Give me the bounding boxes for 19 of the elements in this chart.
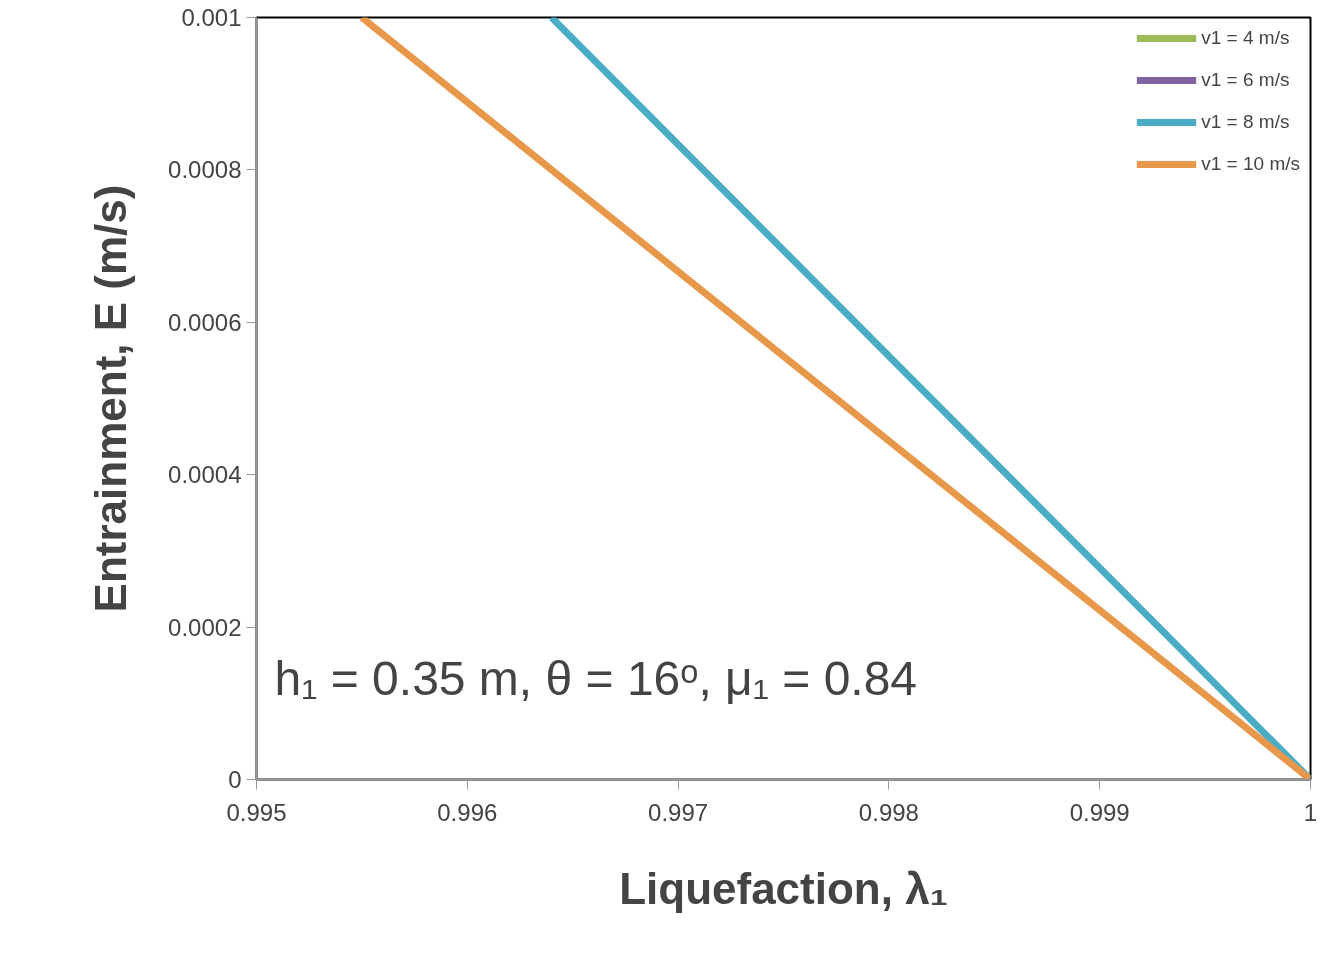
x-axis-title: Liquefaction, λ₁ [619, 863, 948, 913]
y-tick-label: 0.0002 [168, 613, 242, 641]
y-tick-label: 0.001 [181, 4, 242, 31]
legend-label: v1 = 6 m/s [1201, 69, 1290, 91]
y-tick-label: 0.0008 [168, 156, 242, 184]
legend-label: v1 = 4 m/s [1201, 27, 1290, 49]
x-tick-label: 0.999 [1069, 798, 1130, 826]
x-tick-label: 0.995 [226, 798, 287, 826]
legend-label: v1 = 10 m/s [1201, 153, 1300, 175]
y-axis-title: Entrainment, E (m/s) [86, 184, 136, 613]
x-tick-label: 1 [1303, 798, 1318, 826]
x-tick-label: 0.998 [858, 798, 919, 826]
y-tick-label: 0.0006 [168, 308, 242, 336]
x-tick-label: 0.997 [648, 798, 709, 826]
annotation: h₁ = 0.35 m, θ = 16ᵒ, μ₁ = 0.84 [274, 651, 918, 705]
y-tick-label: 0.0004 [168, 461, 242, 489]
y-tick-label: 0 [228, 766, 242, 793]
x-tick-label: 0.996 [437, 798, 498, 826]
legend-label: v1 = 8 m/s [1201, 111, 1290, 133]
